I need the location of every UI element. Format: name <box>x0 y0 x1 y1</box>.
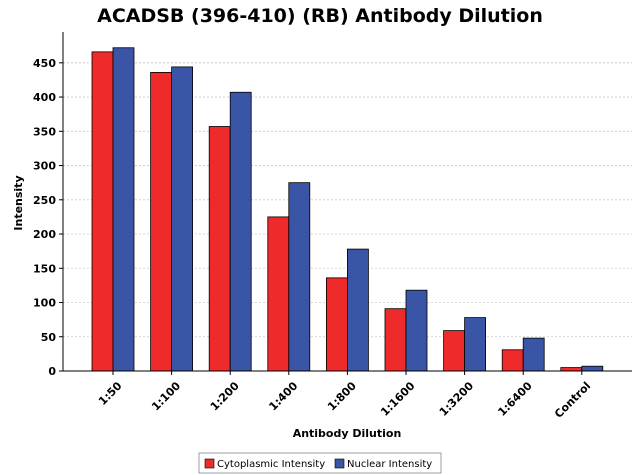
bar-cytoplasmic <box>560 367 583 372</box>
bars <box>91 47 604 372</box>
y-tick-label: 150 <box>33 262 56 275</box>
x-axis-label: Antibody Dilution <box>293 427 402 440</box>
x-tick-label: Control <box>552 379 593 420</box>
legend-swatch-nuclear <box>334 458 345 469</box>
x-axis-ticks: 1:50 1:100 1:200 1:400 1:800 1:1600 1:3200 1:64… <box>96 371 593 421</box>
bar-cytoplasmic <box>267 216 290 372</box>
y-tick-label: 400 <box>33 91 56 104</box>
x-tick-label: 1:400 <box>266 379 300 413</box>
bar-nuclear <box>288 182 311 372</box>
bar-nuclear <box>346 248 369 372</box>
bar-cytoplasmic <box>150 72 173 372</box>
bar-nuclear <box>522 337 545 372</box>
x-tick-label: 1:800 <box>325 379 359 413</box>
y-tick-label: 450 <box>33 57 56 70</box>
bar-cytoplasmic <box>384 308 407 372</box>
legend-label-nuclear: Nuclear Intensity <box>347 459 432 470</box>
y-tick-label: 200 <box>33 228 56 241</box>
bar-nuclear <box>581 365 604 372</box>
y-tick-label: 350 <box>33 125 56 138</box>
y-tick-label: 100 <box>33 297 56 310</box>
y-axis-ticks: 0 50 100 150 200 250 300 350 400 450 <box>33 57 63 378</box>
y-tick-label: 50 <box>41 331 57 344</box>
x-tick-label: 1:50 <box>96 379 125 408</box>
bar-cytoplasmic <box>443 330 466 372</box>
bar-nuclear <box>171 66 194 372</box>
bar-nuclear <box>405 289 428 372</box>
bar-cytoplasmic <box>91 51 114 372</box>
x-tick-label: 1:6400 <box>495 379 535 419</box>
bar-nuclear <box>229 91 252 372</box>
bar-nuclear <box>464 317 487 372</box>
y-tick-label: 250 <box>33 194 56 207</box>
x-tick-label: 1:1600 <box>378 379 418 419</box>
y-tick-label: 0 <box>48 365 56 378</box>
x-tick-label: 1:100 <box>149 379 183 413</box>
bar-cytoplasmic <box>501 349 524 372</box>
legend-box <box>198 452 442 474</box>
bar-cytoplasmic <box>208 126 231 372</box>
y-axis-label: Intensity <box>12 175 25 230</box>
x-tick-label: 1:3200 <box>437 379 477 419</box>
chart-title: ACADSB (396-410) (RB) Antibody Dilution <box>97 5 543 27</box>
legend-label-cytoplasmic: Cytoplasmic Intensity <box>217 459 325 470</box>
legend: Cytoplasmic Intensity Nuclear Intensity <box>198 452 442 474</box>
legend-swatch-cytoplasmic <box>204 458 215 469</box>
y-tick-label: 300 <box>33 160 56 173</box>
bar-cytoplasmic <box>325 277 348 372</box>
x-tick-label: 1:200 <box>208 379 242 413</box>
bar-nuclear <box>112 47 135 372</box>
